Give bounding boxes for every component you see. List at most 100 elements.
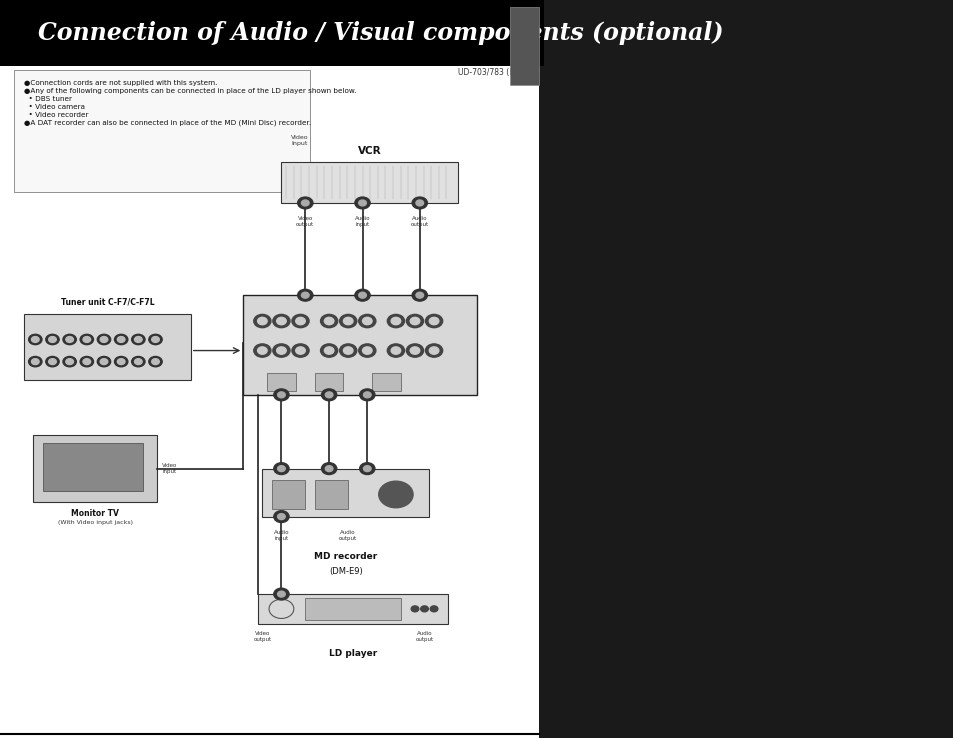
- Circle shape: [429, 317, 438, 325]
- Circle shape: [132, 334, 145, 345]
- FancyBboxPatch shape: [538, 0, 953, 738]
- Text: Video
Input: Video Input: [291, 135, 308, 146]
- Circle shape: [406, 344, 423, 357]
- Circle shape: [274, 511, 289, 523]
- Circle shape: [149, 356, 162, 367]
- Circle shape: [66, 337, 73, 342]
- FancyBboxPatch shape: [0, 66, 538, 738]
- FancyBboxPatch shape: [510, 7, 538, 85]
- Circle shape: [66, 359, 73, 365]
- FancyBboxPatch shape: [372, 373, 400, 391]
- FancyBboxPatch shape: [24, 314, 191, 380]
- Circle shape: [134, 337, 142, 342]
- Circle shape: [253, 314, 271, 328]
- Circle shape: [412, 289, 427, 301]
- Circle shape: [134, 359, 142, 365]
- Circle shape: [325, 392, 333, 398]
- FancyBboxPatch shape: [33, 435, 157, 502]
- Circle shape: [358, 200, 366, 206]
- Circle shape: [387, 344, 404, 357]
- Circle shape: [297, 197, 313, 209]
- Text: LD player: LD player: [329, 649, 376, 658]
- Circle shape: [406, 314, 423, 328]
- FancyBboxPatch shape: [257, 594, 448, 624]
- Circle shape: [277, 466, 285, 472]
- Circle shape: [416, 292, 423, 298]
- Circle shape: [29, 334, 42, 345]
- Circle shape: [391, 317, 400, 325]
- Circle shape: [292, 344, 309, 357]
- Circle shape: [429, 347, 438, 354]
- Text: Connection of Audio / Visual components (optional): Connection of Audio / Visual components …: [38, 21, 723, 45]
- Circle shape: [359, 389, 375, 401]
- Circle shape: [29, 356, 42, 367]
- Circle shape: [31, 337, 39, 342]
- Circle shape: [80, 356, 93, 367]
- Circle shape: [359, 463, 375, 475]
- Circle shape: [83, 337, 91, 342]
- Text: Video
output: Video output: [296, 216, 314, 227]
- FancyBboxPatch shape: [267, 373, 295, 391]
- Circle shape: [358, 344, 375, 357]
- Circle shape: [31, 359, 39, 365]
- Circle shape: [320, 344, 337, 357]
- Circle shape: [80, 334, 93, 345]
- Text: Video
input: Video input: [162, 463, 177, 474]
- Circle shape: [100, 337, 108, 342]
- Circle shape: [416, 200, 423, 206]
- Circle shape: [114, 334, 128, 345]
- Text: Audio
output: Audio output: [339, 530, 356, 541]
- Circle shape: [152, 359, 159, 365]
- Circle shape: [425, 344, 442, 357]
- Circle shape: [358, 314, 375, 328]
- Circle shape: [63, 334, 76, 345]
- Circle shape: [49, 359, 56, 365]
- Text: VCR: VCR: [357, 146, 381, 156]
- Circle shape: [46, 356, 59, 367]
- Circle shape: [83, 359, 91, 365]
- Circle shape: [325, 466, 333, 472]
- Circle shape: [276, 317, 286, 325]
- Circle shape: [321, 463, 336, 475]
- Circle shape: [343, 317, 353, 325]
- Circle shape: [411, 606, 418, 612]
- Circle shape: [387, 314, 404, 328]
- FancyBboxPatch shape: [262, 469, 429, 517]
- Circle shape: [412, 197, 427, 209]
- Text: MD recorder: MD recorder: [314, 552, 377, 561]
- FancyBboxPatch shape: [305, 598, 400, 620]
- FancyBboxPatch shape: [314, 373, 343, 391]
- FancyBboxPatch shape: [272, 480, 305, 509]
- Circle shape: [378, 481, 413, 508]
- Circle shape: [297, 289, 313, 301]
- Circle shape: [273, 344, 290, 357]
- Circle shape: [410, 317, 419, 325]
- Text: Monitor TV: Monitor TV: [71, 509, 119, 518]
- Text: Video
output: Video output: [253, 631, 271, 642]
- Circle shape: [320, 314, 337, 328]
- Circle shape: [355, 289, 370, 301]
- Circle shape: [339, 314, 356, 328]
- Text: (With Video input jacks): (With Video input jacks): [58, 520, 132, 525]
- Circle shape: [277, 514, 285, 520]
- Circle shape: [301, 292, 309, 298]
- Circle shape: [292, 314, 309, 328]
- Circle shape: [274, 588, 289, 600]
- Circle shape: [355, 197, 370, 209]
- Circle shape: [295, 347, 305, 354]
- Circle shape: [149, 334, 162, 345]
- Circle shape: [274, 463, 289, 475]
- Circle shape: [339, 344, 356, 357]
- Circle shape: [117, 337, 125, 342]
- Circle shape: [277, 392, 285, 398]
- Circle shape: [321, 389, 336, 401]
- Circle shape: [277, 591, 285, 597]
- Circle shape: [362, 317, 372, 325]
- Circle shape: [257, 347, 267, 354]
- Circle shape: [425, 314, 442, 328]
- Circle shape: [276, 347, 286, 354]
- Circle shape: [114, 356, 128, 367]
- Circle shape: [152, 337, 159, 342]
- Circle shape: [132, 356, 145, 367]
- Circle shape: [343, 347, 353, 354]
